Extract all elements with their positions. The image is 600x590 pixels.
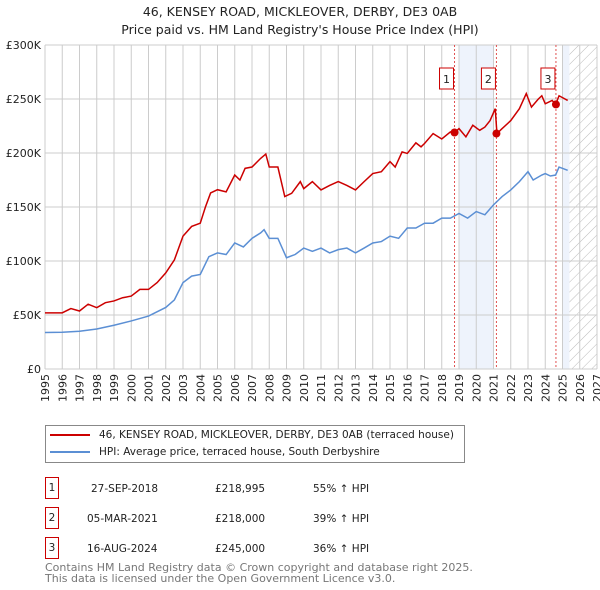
sale-badge: 1 — [45, 477, 59, 499]
plot-area: 1995 1996 1997 1998 1999 2000 2001 2002 2003 2004… — [6, 39, 600, 402]
x-tick-label: 2000 — [125, 374, 138, 402]
sale-badge: 2 — [45, 507, 59, 529]
x-tick-label: 2023 — [522, 374, 535, 402]
x-tick-label: 1997 — [74, 374, 87, 402]
legend-item-hpi: HPI: Average price, terraced house, Sout… — [50, 446, 380, 458]
sale-date: 16-AUG-2024 — [87, 543, 158, 555]
sale-price: £245,000 — [215, 543, 266, 555]
x-tick-label: 1999 — [108, 374, 121, 402]
x-tick-label: 2016 — [401, 374, 414, 402]
x-tick-label: 2017 — [419, 374, 432, 402]
x-tick-label: 2014 — [367, 374, 380, 402]
sale-point — [551, 100, 560, 109]
x-tick-label: 2008 — [263, 374, 276, 402]
sale-label-box — [540, 67, 556, 90]
x-tick-label: 2021 — [488, 374, 501, 402]
x-tick-label: 2018 — [436, 374, 449, 402]
x-tick-label: 2019 — [453, 374, 466, 402]
footer-licence: This data is licensed under the Open Gov… — [45, 572, 396, 585]
footer-copyright: Contains HM Land Registry data © Crown c… — [45, 561, 473, 574]
sale-label: 3 — [544, 73, 551, 86]
sale-point — [450, 128, 459, 137]
x-tick-label: 2009 — [281, 374, 294, 402]
y-tick-label: £0 — [27, 363, 41, 376]
x-tick-label: 2022 — [505, 374, 518, 402]
sale-price: £218,995 — [215, 483, 266, 495]
x-tick-label: 1996 — [56, 374, 69, 402]
chart-title: 46, KENSEY ROAD, MICKLEOVER, DERBY, DE3 … — [142, 4, 458, 19]
x-tick-label: 2002 — [160, 374, 173, 402]
sale-hpi: 55% ↑ HPI — [313, 483, 370, 495]
sale-date: 27-SEP-2018 — [91, 483, 159, 495]
series-line — [44, 166, 568, 334]
x-tick-label: 2012 — [332, 374, 345, 402]
legend-item-property: 46, KENSEY ROAD, MICKLEOVER, DERBY, DE3 … — [50, 429, 454, 441]
sale-label: 1 — [443, 73, 450, 86]
x-tick-label: 1995 — [39, 374, 52, 402]
legend-label: HPI: Average price, terraced house, Sout… — [99, 446, 380, 458]
legend-label: 46, KENSEY ROAD, MICKLEOVER, DERBY, DE3 … — [99, 429, 454, 441]
y-tick-label: £200K — [6, 147, 42, 160]
x-tick-label: 2005 — [212, 374, 225, 402]
x-tick-label: 2006 — [229, 374, 242, 402]
y-tick-label: £150K — [6, 201, 42, 214]
x-tick-label: 2004 — [194, 374, 207, 402]
sale-badge: 3 — [45, 537, 59, 559]
series-line — [45, 91, 569, 314]
x-tick-label: 2010 — [298, 374, 311, 402]
sale-point — [492, 129, 501, 138]
x-tick-label: 2001 — [143, 374, 156, 402]
sale-label: 2 — [485, 73, 492, 86]
sale-date: 05-MAR-2021 — [87, 513, 158, 525]
y-tick-label: £100K — [6, 255, 42, 268]
sale-hpi: 39% ↑ HPI — [313, 513, 370, 525]
blue-line-swatch — [50, 451, 90, 453]
x-tick-label: 2013 — [350, 374, 363, 402]
x-tick-label: 2026 — [574, 374, 587, 402]
sale-label-box — [480, 67, 496, 90]
sale-label-box — [439, 67, 455, 90]
x-tick-label: 2020 — [470, 374, 483, 402]
chart-subtitle: Price paid vs. HM Land Registry's House … — [121, 22, 479, 37]
x-tick-label: 2007 — [246, 374, 259, 402]
x-tick-label: 2025 — [557, 374, 570, 402]
x-tick-label: 2011 — [315, 374, 328, 402]
x-tick-label: 1998 — [91, 374, 104, 402]
legend: 46, KENSEY ROAD, MICKLEOVER, DERBY, DE3 … — [45, 425, 465, 463]
sale-hpi: 36% ↑ HPI — [313, 543, 370, 555]
y-tick-label: £250K — [6, 93, 42, 106]
x-tick-label: 2015 — [384, 374, 397, 402]
red-line-swatch — [50, 434, 90, 436]
y-tick-label: £50K — [13, 309, 42, 322]
x-tick-label: 2003 — [177, 374, 190, 402]
y-tick-label: £300K — [6, 39, 42, 52]
sale-price: £218,000 — [215, 513, 266, 525]
x-tick-label: 2024 — [539, 374, 552, 402]
x-tick-label: 2027 — [591, 374, 600, 402]
